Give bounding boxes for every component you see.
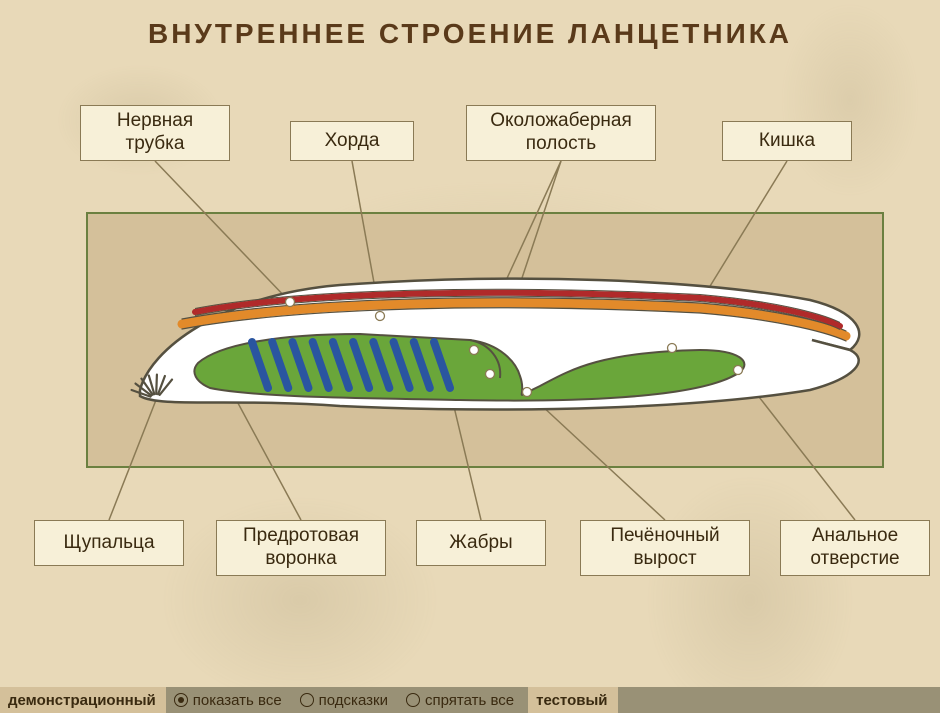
label-peribranchial[interactable]: Околожаберная полость <box>466 105 656 161</box>
label-anus[interactable]: Анальное отверстие <box>780 520 930 576</box>
radio-icon <box>174 693 188 707</box>
diagram-frame <box>86 212 884 468</box>
label-intestine[interactable]: Кишка <box>722 121 852 161</box>
page-title: ВНУТРЕННЕЕ СТРОЕНИЕ ЛАНЦЕТНИКА <box>0 18 940 50</box>
mode-test-label: тестовый <box>536 692 607 709</box>
mode-demo-label: демонстрационный <box>8 692 156 709</box>
label-tentacles[interactable]: Щупальца <box>34 520 184 566</box>
label-gills[interactable]: Жабры <box>416 520 546 566</box>
radio-icon <box>406 693 420 707</box>
footer-toolbar: демонстрационный показать все подсказки … <box>0 687 940 713</box>
label-chorda[interactable]: Хорда <box>290 121 414 161</box>
mode-test-tab[interactable]: тестовый <box>528 687 617 713</box>
show-all-option[interactable]: показать все <box>166 687 292 713</box>
mode-demo-tab[interactable]: демонстрационный <box>0 687 166 713</box>
label-praeoral-funnel[interactable]: Предротовая воронка <box>216 520 386 576</box>
hide-all-label: спрятать все <box>425 692 514 709</box>
radio-icon <box>300 693 314 707</box>
label-hepatic-outgrowth[interactable]: Печёночный вырост <box>580 520 750 576</box>
hide-all-option[interactable]: спрятать все <box>398 687 524 713</box>
show-all-label: показать все <box>193 692 282 709</box>
hints-label: подсказки <box>319 692 388 709</box>
label-neural-tube[interactable]: Нервная трубка <box>80 105 230 161</box>
hints-option[interactable]: подсказки <box>292 687 398 713</box>
